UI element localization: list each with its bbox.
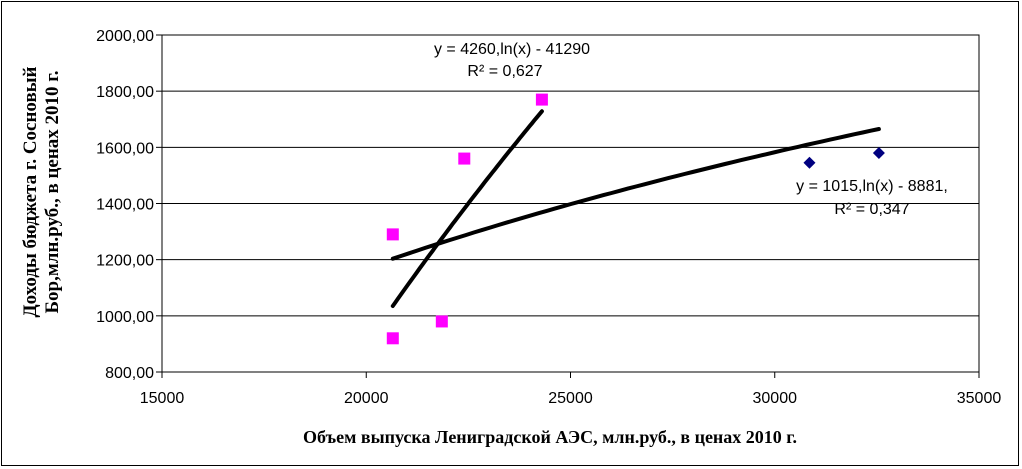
y-axis-title: Доходы бюджета г. Сосновый Бор,млн.руб.,… [20,66,63,317]
point-square [386,332,399,345]
y-tick-label: 800,00 [105,365,154,382]
equation-annotation-2: y = 1015,ln(x) - 8881, R² = 0,347 [796,178,948,218]
y-tick-label: 1000,00 [96,309,154,326]
trend-lines [390,109,881,308]
point-square [386,228,399,241]
equation-2-formula: y = 1015,ln(x) - 8881, [796,178,948,195]
x-axis-title: Объем выпуска Лениградской АЭС, млн.руб.… [303,427,797,447]
x-axis-ticks: 15000 20000 25000 30000 35000 [140,372,1002,407]
point-square [535,93,548,106]
equation-1-r2: R² = 0,627 [467,63,542,80]
trend-line-2 [390,109,544,308]
point-square [458,152,471,165]
trend-line-1 [390,127,881,261]
equation-1-formula: y = 4260,ln(x) - 41290 [434,41,590,58]
x-tick-label: 30000 [753,390,798,407]
equation-annotation-1: y = 4260,ln(x) - 41290 R² = 0,627 [434,41,590,80]
y-axis-title-line1: Доходы бюджета г. Сосновый [20,66,41,317]
x-tick-label: 15000 [140,390,185,407]
equation-2-r2: R² = 0,347 [834,201,909,218]
x-tick-label: 20000 [344,390,389,407]
x-tick-label: 25000 [548,390,593,407]
y-tick-label: 1400,00 [96,197,154,214]
point-diamond [803,156,816,169]
y-axis-title-line2: Бор,млн.руб., в ценах 2010 г. [42,70,63,313]
x-tick-label: 35000 [957,390,1002,407]
data-points [386,93,885,345]
y-tick-label: 1600,00 [96,140,154,157]
point-square [435,315,448,328]
y-tick-label: 2000,00 [96,28,154,45]
y-tick-label: 1200,00 [96,253,154,270]
point-diamond [872,146,885,159]
y-axis-ticks: 800,00 1000,00 1200,00 1400,00 1600,00 1800,0… [96,28,162,382]
y-tick-label: 1800,00 [96,84,154,101]
